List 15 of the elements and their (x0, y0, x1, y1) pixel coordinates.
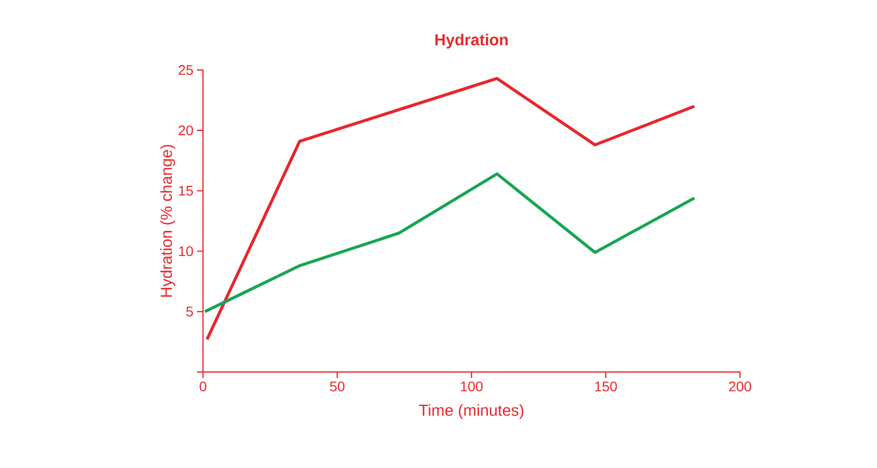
y-tick-label: 15 (179, 186, 193, 196)
x-tick-label: 50 (330, 381, 344, 392)
y-axis-title: Hydration (% change) (160, 144, 176, 297)
chart-title: Hydration (435, 34, 508, 49)
x-tick-label: 150 (595, 381, 617, 392)
x-tick-label: 200 (729, 381, 752, 392)
line-series (203, 172, 696, 314)
y-tick-label: 20 (178, 125, 193, 136)
x-tick-label: 0 (200, 381, 206, 392)
line-series (206, 76, 696, 341)
y-tick-label: 10 (179, 246, 193, 256)
y-tick-label: 25 (178, 65, 193, 75)
y-tick-label: 5 (186, 306, 193, 316)
x-axis-title: Time (minutes) (419, 404, 524, 420)
x-tick-label: 100 (460, 381, 483, 392)
